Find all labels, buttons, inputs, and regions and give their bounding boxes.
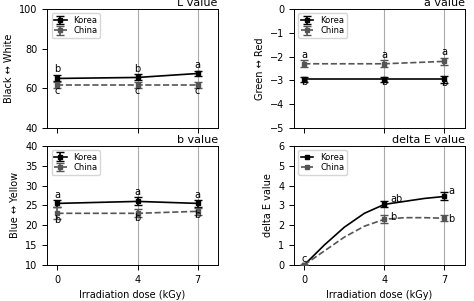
- Text: a: a: [195, 190, 201, 200]
- Text: c: c: [135, 86, 140, 96]
- Legend: Korea, China: Korea, China: [299, 13, 346, 38]
- Text: a value: a value: [424, 0, 465, 8]
- Legend: Korea, China: Korea, China: [52, 13, 100, 38]
- Y-axis label: delta E value: delta E value: [263, 173, 273, 237]
- Text: b: b: [194, 210, 201, 220]
- Legend: Korea, China: Korea, China: [52, 150, 100, 175]
- X-axis label: Irradiation dose (kGy): Irradiation dose (kGy): [326, 290, 432, 300]
- Text: a: a: [382, 50, 387, 60]
- Text: a: a: [441, 48, 447, 57]
- Text: b: b: [55, 215, 61, 225]
- Text: c: c: [55, 86, 60, 96]
- Text: b: b: [391, 212, 397, 222]
- Y-axis label: Blue ↔ Yellow: Blue ↔ Yellow: [9, 172, 19, 238]
- Text: c: c: [195, 86, 201, 96]
- Text: ab: ab: [391, 194, 402, 204]
- Text: L value: L value: [177, 0, 218, 8]
- Y-axis label: Black ↔ White: Black ↔ White: [4, 34, 14, 103]
- Text: c: c: [301, 255, 307, 265]
- Text: b: b: [448, 214, 455, 224]
- Text: a: a: [301, 50, 307, 60]
- Text: a: a: [448, 187, 455, 197]
- Text: a: a: [135, 188, 140, 197]
- Text: a: a: [55, 190, 60, 200]
- Text: delta E value: delta E value: [392, 135, 465, 145]
- X-axis label: Irradiation dose (kGy): Irradiation dose (kGy): [80, 290, 186, 300]
- Text: a: a: [195, 60, 201, 70]
- Text: b: b: [381, 77, 388, 87]
- Text: b: b: [55, 64, 61, 74]
- Text: b: b: [135, 64, 141, 73]
- Text: b: b: [135, 213, 141, 223]
- Text: b: b: [301, 77, 308, 87]
- Text: b: b: [441, 78, 447, 88]
- Text: b value: b value: [176, 135, 218, 145]
- Legend: Korea, China: Korea, China: [299, 150, 346, 175]
- Y-axis label: Green ↔ Red: Green ↔ Red: [255, 37, 264, 100]
